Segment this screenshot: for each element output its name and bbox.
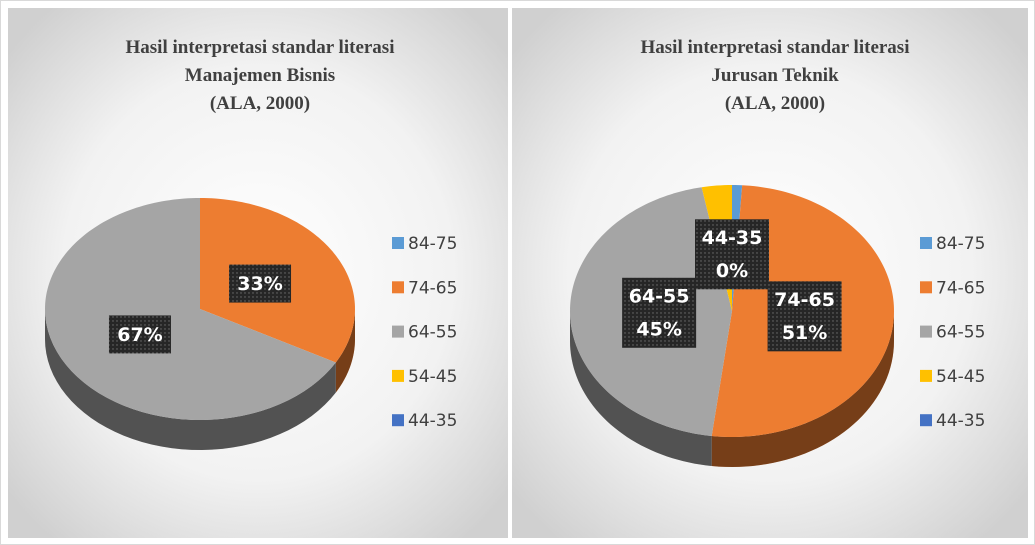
legend-label: 64-55 xyxy=(936,323,985,343)
legend-label: 44-35 xyxy=(408,411,457,431)
data-label-box xyxy=(767,281,842,352)
legend-label: 74-65 xyxy=(408,278,457,298)
chart-title: Hasil interpretasi standar literasi xyxy=(641,37,910,58)
legend-swatch xyxy=(920,325,932,338)
data-label-box xyxy=(229,264,292,303)
data-label: 33% xyxy=(237,273,282,295)
slice-shade xyxy=(711,311,894,467)
chart-title: Hasil interpretasi standar literasi xyxy=(126,37,395,58)
data-label: 45% xyxy=(636,318,681,340)
legend-swatch xyxy=(392,414,404,427)
data-label: 67% xyxy=(117,324,162,346)
legend-label: 84-75 xyxy=(936,234,985,254)
legend-label: 84-75 xyxy=(408,234,457,254)
legend-label: 64-55 xyxy=(408,323,457,343)
legend-swatch xyxy=(920,414,932,427)
slice-shade xyxy=(45,309,336,450)
data-label-category: 44-35 xyxy=(702,227,763,249)
legend-label: 54-45 xyxy=(408,367,457,387)
legend-swatch xyxy=(392,369,404,382)
data-label-box xyxy=(108,315,171,354)
legend-swatch xyxy=(392,281,404,294)
legend-swatch xyxy=(392,237,404,249)
slice xyxy=(45,198,336,420)
legend-swatch xyxy=(392,325,404,338)
legend-label: 44-35 xyxy=(936,411,985,431)
chart-title: Jurusan Teknik xyxy=(711,65,839,86)
slice-shade xyxy=(335,309,355,393)
legend-swatch xyxy=(920,369,932,382)
legend-swatch xyxy=(920,281,932,294)
chart-title: Manajemen Bisnis xyxy=(185,65,335,86)
chart-title: (ALA, 2000) xyxy=(210,93,310,114)
chart-title: (ALA, 2000) xyxy=(725,93,825,114)
data-label-box xyxy=(622,277,697,348)
data-label: 0% xyxy=(716,260,748,282)
data-label-category: 64-55 xyxy=(629,285,690,307)
legend-label: 74-65 xyxy=(936,278,985,298)
data-label: 51% xyxy=(782,322,827,344)
slice-shade xyxy=(570,311,712,467)
legend-label: 54-45 xyxy=(936,367,985,387)
legend-swatch xyxy=(920,237,932,249)
data-label-box xyxy=(695,219,769,290)
data-label-category: 74-65 xyxy=(774,289,835,311)
